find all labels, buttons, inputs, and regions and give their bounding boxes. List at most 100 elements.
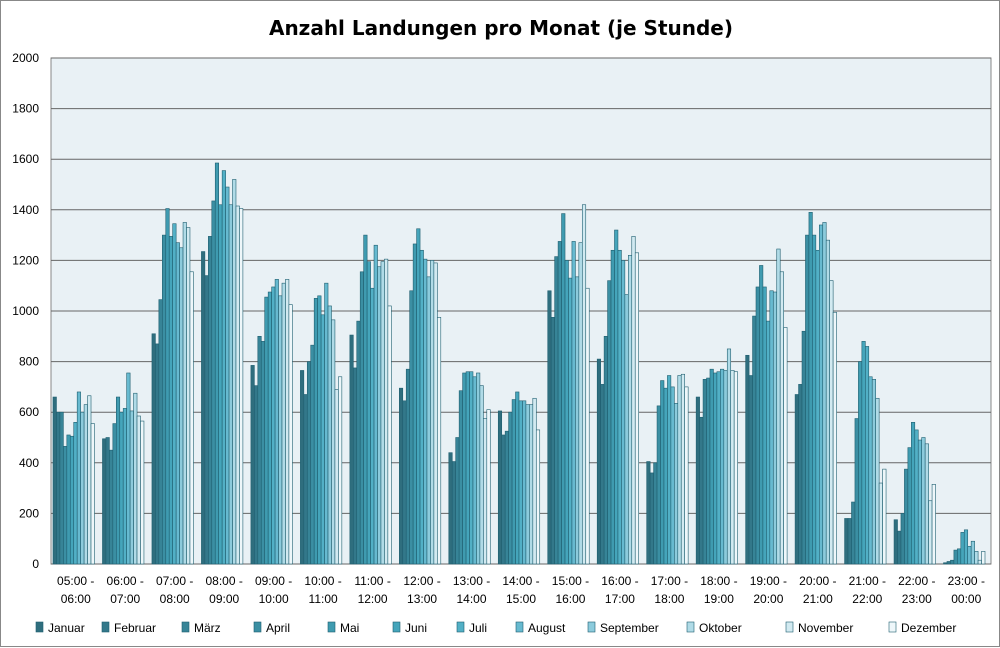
bar-april-10 — [557, 241, 562, 565]
bar-juli-9 — [518, 400, 523, 565]
bar-februar-9 — [501, 434, 506, 565]
bar-dezember-16 — [882, 468, 887, 565]
bar-september-7 — [426, 276, 431, 565]
bar-januar-4 — [250, 365, 255, 565]
bar-märz-11 — [603, 335, 608, 565]
bar-dezember-13 — [733, 371, 738, 565]
bar-oktober-2 — [182, 222, 187, 565]
bar-juni-15 — [812, 234, 817, 565]
bar-märz-4 — [257, 335, 262, 565]
bar-juni-6 — [366, 261, 371, 565]
bar-mai-18 — [957, 548, 962, 565]
x-tick-label: 22:00 - — [898, 574, 935, 588]
x-tick-label: 10:00 — [259, 592, 289, 606]
bar-april-13 — [706, 377, 711, 565]
bar-märz-14 — [752, 315, 757, 565]
bar-dezember-17 — [931, 484, 936, 565]
bar-juli-12 — [667, 375, 672, 565]
x-tick-label: 12:00 — [358, 592, 388, 606]
bar-august-15 — [818, 224, 824, 565]
bar-august-13 — [720, 368, 725, 565]
x-tick-label: 20:00 — [753, 592, 783, 606]
x-tick-label: 11:00 - — [354, 574, 390, 588]
legend-label: Februar — [114, 621, 156, 635]
bar-juni-0 — [69, 435, 75, 565]
bar-juli-3 — [221, 170, 226, 565]
x-tick-label: 05:00 - — [57, 574, 94, 588]
bar-mai-9 — [511, 399, 516, 565]
bar-januar-7 — [399, 387, 404, 565]
x-tick-label: 13:00 — [407, 592, 437, 606]
x-tick-label: 15:00 — [506, 592, 536, 606]
bar-juni-7 — [416, 228, 421, 565]
bar-oktober-0 — [83, 404, 88, 565]
bar-juli-15 — [815, 249, 820, 565]
bar-juli-7 — [419, 249, 424, 565]
bar-juni-3 — [218, 204, 223, 565]
bar-märz-6 — [356, 320, 361, 565]
bar-märz-9 — [504, 430, 509, 565]
bar-juni-1 — [119, 411, 124, 565]
bar-februar-17 — [897, 530, 902, 565]
x-tick-label: 00:00 — [951, 592, 981, 606]
bar-august-16 — [868, 376, 873, 565]
bar-oktober-5 — [331, 319, 336, 565]
bar-juni-5 — [317, 295, 322, 565]
bar-januar-2 — [151, 333, 156, 565]
bar-oktober-12 — [677, 375, 682, 565]
bar-juni-2 — [168, 236, 173, 565]
bar-september-11 — [624, 294, 629, 565]
bar-januar-9 — [497, 410, 503, 565]
bar-juli-14 — [766, 320, 771, 565]
bar-januar-16 — [844, 518, 849, 565]
bar-dezember-3 — [239, 208, 244, 565]
bar-januar-10 — [547, 290, 552, 565]
legend-label: Januar — [48, 621, 85, 635]
legend-label: September — [600, 621, 659, 635]
bar-juni-18 — [960, 532, 965, 565]
bar-juli-1 — [122, 408, 127, 565]
x-tick-label: 10:00 - — [304, 574, 341, 588]
bar-juli-2 — [172, 223, 177, 565]
legend-label: August — [528, 621, 566, 635]
bar-mai-12 — [660, 380, 665, 565]
bar-februar-2 — [155, 343, 160, 565]
bar-januar-15 — [794, 394, 799, 565]
bar-oktober-3 — [232, 179, 237, 565]
bar-september-12 — [674, 403, 679, 565]
bar-september-8 — [476, 372, 481, 565]
bar-juli-10 — [568, 277, 573, 565]
bar-januar-6 — [349, 334, 354, 565]
bar-oktober-15 — [825, 239, 830, 565]
bar-dezember-0 — [90, 423, 95, 565]
bar-februar-14 — [748, 375, 753, 565]
bar-mai-11 — [610, 249, 615, 565]
bar-märz-18 — [950, 559, 955, 565]
x-tick-label: 08:00 — [160, 592, 190, 606]
bar-mai-8 — [462, 372, 467, 565]
bar-januar-1 — [102, 438, 107, 565]
bar-april-9 — [508, 411, 513, 565]
x-tick-label: 12:00 - — [403, 574, 440, 588]
bar-mai-4 — [264, 296, 269, 565]
bar-februar-16 — [847, 518, 852, 565]
bar-dezember-9 — [535, 429, 541, 565]
bar-februar-1 — [105, 437, 110, 565]
bar-dezember-7 — [437, 317, 442, 565]
x-tick-label: 06:00 — [61, 592, 91, 606]
bar-september-15 — [822, 222, 827, 565]
bar-mai-17 — [907, 447, 912, 565]
bar-november-15 — [829, 280, 834, 565]
bar-august-18 — [967, 545, 972, 565]
bar-januar-5 — [300, 370, 305, 565]
bar-august-2 — [175, 242, 180, 565]
x-tick-label: 19:00 — [704, 592, 734, 606]
bar-september-9 — [525, 404, 530, 565]
bar-august-10 — [571, 241, 576, 565]
bar-mai-5 — [313, 298, 318, 565]
bar-oktober-14 — [776, 248, 781, 565]
legend-label: März — [194, 621, 221, 635]
bar-november-14 — [779, 271, 784, 565]
bar-dezember-2 — [189, 271, 194, 565]
